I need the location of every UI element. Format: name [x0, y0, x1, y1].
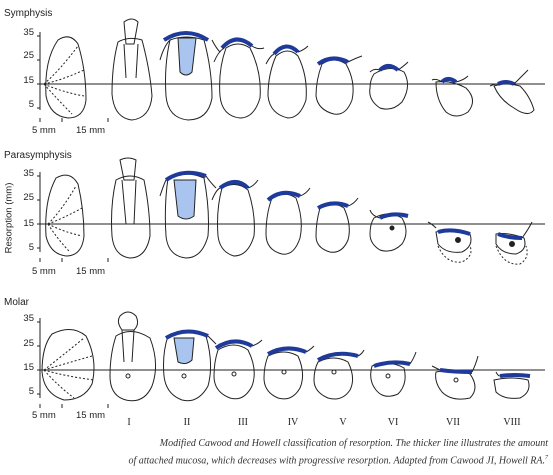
section-title-molar: Molar — [4, 297, 30, 308]
reference-section-molar — [41, 329, 95, 401]
figure-caption: Modified Cawood and Howell classificatio… — [8, 437, 548, 468]
class-label-iii: III — [238, 417, 248, 428]
bone-section — [217, 184, 255, 257]
bone-section — [315, 203, 350, 253]
scale-label-15mm: 15 mm — [76, 125, 106, 136]
bone-section — [435, 369, 476, 400]
tick-label: 5 — [28, 99, 34, 110]
bone-section — [165, 36, 213, 121]
bone-section — [435, 81, 473, 117]
scale-label-5mm: 5 mm — [32, 125, 56, 136]
scale-bar — [39, 118, 109, 122]
tick-label: 15 — [23, 75, 34, 86]
axis-symphysis — [37, 32, 41, 110]
resorption-diagram — [37, 18, 545, 408]
caption-reference: 7 — [545, 455, 548, 461]
tick-label: 25 — [23, 50, 34, 61]
bone-section — [369, 68, 408, 110]
tooth-crown — [117, 311, 139, 331]
bone-section — [495, 233, 526, 255]
tick-label: 25 — [23, 338, 34, 349]
tick-label: 25 — [23, 192, 34, 203]
section-title-parasymphysis: Parasymphysis — [4, 150, 72, 161]
scale-label-15mm: 15 mm — [76, 266, 106, 277]
bone-section — [369, 213, 407, 252]
bone-section — [109, 331, 156, 402]
tooth-crown — [123, 18, 139, 45]
scale-bar — [39, 404, 109, 408]
class-label-ii: II — [183, 417, 191, 428]
bone-section — [267, 50, 307, 119]
axis-parasymphysis — [37, 172, 41, 252]
class-label-iv: IV — [287, 417, 299, 428]
bone-section — [164, 173, 209, 259]
tick-label: 15 — [23, 362, 34, 373]
class-label-vi: VI — [387, 417, 399, 428]
bone-section — [315, 59, 354, 115]
tick-label: 35 — [23, 168, 34, 179]
bone-section — [313, 357, 354, 400]
bone-section — [111, 37, 153, 121]
tick-label: 5 — [28, 242, 34, 253]
scale-bar — [39, 258, 109, 262]
caption-line-1: Modified Cawood and Howell classificatio… — [159, 438, 548, 449]
caption-line-2: of attached mucosa, which decreases with… — [8, 451, 548, 468]
reference-section-symphysis — [43, 36, 87, 119]
class-label-v: V — [339, 417, 347, 428]
axis-molar — [37, 318, 41, 398]
bone-section — [265, 193, 302, 255]
bone-section — [370, 362, 406, 397]
scale-label-15mm: 15 mm — [76, 410, 106, 421]
bone-section — [263, 351, 304, 400]
bone-section — [493, 377, 530, 399]
class-label-vii: VII — [446, 417, 460, 428]
caption-line-2-text: of attached mucosa, which decreases with… — [128, 455, 545, 467]
bone-section — [213, 344, 255, 400]
class-label-viii: VIII — [503, 417, 521, 428]
bone-section — [219, 43, 261, 119]
section-title-symphysis: Symphysis — [4, 8, 53, 19]
scale-label-5mm: 5 mm — [32, 266, 56, 277]
tick-label: 15 — [23, 218, 34, 229]
tick-label: 35 — [23, 27, 34, 38]
tick-label: 5 — [28, 386, 34, 397]
class-label-i: I — [127, 417, 131, 428]
reference-section-parasymphysis — [45, 174, 85, 257]
bone-section — [493, 83, 535, 114]
tick-label: 35 — [23, 313, 34, 324]
bone-section — [111, 175, 151, 259]
scale-label-5mm: 5 mm — [32, 410, 56, 421]
